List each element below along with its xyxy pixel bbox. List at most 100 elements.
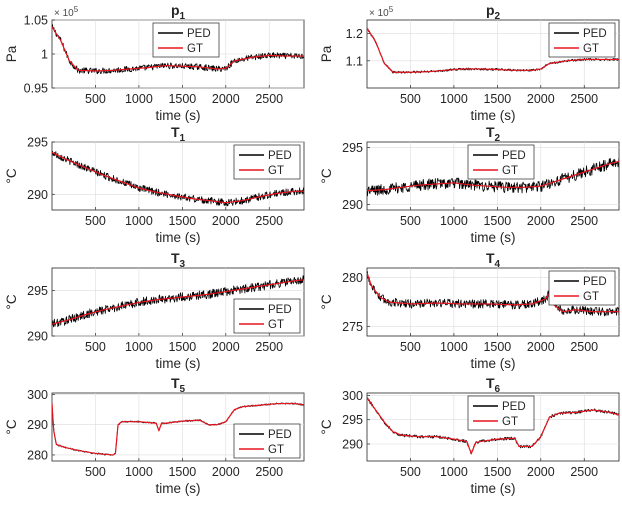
y-tick-label: 1.1: [346, 54, 363, 68]
x-tick-label: 2000: [212, 214, 240, 228]
x-tick-label: 1000: [440, 92, 468, 106]
axis-exponent: × 105: [369, 5, 394, 19]
x-tick-label: 1000: [125, 340, 153, 354]
legend: PED GT: [548, 270, 616, 306]
x-axis-label: time (s): [471, 481, 516, 496]
x-tick-label: 500: [400, 92, 421, 106]
y-tick-label: 300: [342, 389, 363, 403]
series-line-gt: [52, 279, 304, 325]
y-tick-label: 1: [41, 48, 48, 62]
subplot-t6: 500 1000 1500 2000 2500 290 295 300 T6 time (s) °C…: [319, 375, 620, 496]
x-axis-label: time (s): [471, 108, 516, 123]
legend-box: [233, 298, 301, 334]
x-tick-label: 500: [400, 340, 421, 354]
x-tick-label: 1500: [483, 340, 511, 354]
subplot-p2: 500 1000 1500 2000 2500 1.1 1.2 p2 time (s) Pa × 1…: [319, 2, 620, 123]
subplot-t4: 500 1000 1500 2000 2500 275 280 T4 time (s) °C PED…: [319, 250, 620, 371]
y-tick-label: 295: [27, 284, 48, 298]
x-tick-label: 2500: [570, 465, 598, 479]
y-axis-label: °C: [4, 168, 19, 183]
legend-box: [152, 22, 220, 58]
chart-title: T4: [486, 250, 501, 270]
x-tick-label: 2500: [570, 340, 598, 354]
y-axis-label: Pa: [319, 45, 334, 62]
x-tick-label: 2000: [212, 465, 240, 479]
plot-area: [52, 275, 304, 328]
legend-box: [548, 270, 616, 306]
x-tick-label: 1000: [440, 214, 468, 228]
x-tick-label: 2000: [527, 465, 555, 479]
legend: PED GT: [467, 395, 535, 431]
y-axis-label: °C: [319, 168, 334, 183]
x-tick-label: 2500: [570, 92, 598, 106]
axis-exponent: × 105: [54, 5, 79, 19]
legend-label-ped: PED: [268, 150, 292, 162]
series-line-gt: [52, 151, 304, 204]
x-tick-label: 500: [400, 214, 421, 228]
subplot-p1: 500 1000 1500 2000 2500 0.95 1 1.05 p1 time (s) Pa…: [4, 2, 305, 123]
y-axis-label: °C: [4, 294, 19, 309]
x-tick-label: 1000: [125, 465, 153, 479]
y-tick-label: 0.95: [24, 82, 48, 96]
plot-area: [52, 24, 304, 75]
y-axis-label: °C: [4, 419, 19, 434]
y-axis-label: °C: [319, 419, 334, 434]
x-tick-label: 1500: [168, 92, 196, 106]
y-tick-label: 280: [27, 448, 48, 462]
subplot-t3: 500 1000 1500 2000 2500 290 295 T3 time (s) °C PED…: [4, 250, 305, 371]
y-tick-label: 295: [342, 141, 363, 155]
y-axis-label: Pa: [4, 45, 19, 62]
plot-area: [367, 27, 619, 74]
series-line-gt: [52, 402, 304, 456]
chart-title: T6: [486, 375, 501, 395]
y-axis-label: °C: [319, 294, 334, 309]
x-tick-label: 1500: [483, 92, 511, 106]
y-tick-label: 290: [342, 198, 363, 212]
legend-box: [467, 144, 535, 180]
y-tick-label: 1.2: [346, 27, 363, 41]
legend-box: [548, 22, 616, 58]
x-tick-label: 2000: [212, 340, 240, 354]
series-line-gt: [367, 397, 619, 455]
legend: PED GT: [233, 298, 301, 334]
legend-label-ped: PED: [583, 276, 607, 288]
subplot-t1: 500 1000 1500 2000 2500 290 295 T1 time (s) °C PED…: [4, 124, 305, 245]
x-tick-label: 1500: [483, 465, 511, 479]
x-tick-label: 1500: [168, 340, 196, 354]
x-tick-label: 2500: [255, 214, 283, 228]
y-tick-label: 295: [27, 136, 48, 150]
x-axis-label: time (s): [471, 356, 516, 371]
x-tick-label: 2000: [527, 340, 555, 354]
legend-label-gt: GT: [268, 319, 284, 331]
x-tick-label: 2500: [255, 92, 283, 106]
x-tick-label: 2000: [527, 214, 555, 228]
x-tick-label: 500: [85, 465, 106, 479]
chart-title: T2: [486, 124, 501, 144]
plot-area: [367, 270, 619, 317]
legend-label-ped: PED: [187, 28, 211, 40]
series-line-gt: [367, 272, 619, 313]
chart-title: p2: [486, 2, 501, 22]
x-axis-label: time (s): [156, 481, 201, 496]
legend-label-ped: PED: [502, 150, 526, 162]
subplot-t5: 500 1000 1500 2000 2500 280 290 300 T5 time (s) °C…: [4, 375, 305, 496]
plot-area: [367, 158, 619, 197]
y-tick-label: 300: [27, 388, 48, 402]
legend-label-gt: GT: [502, 416, 518, 428]
x-tick-label: 2500: [255, 465, 283, 479]
legend: PED GT: [548, 22, 616, 58]
x-tick-label: 1000: [440, 465, 468, 479]
x-tick-label: 1500: [168, 214, 196, 228]
legend-label-ped: PED: [502, 401, 526, 413]
legend-label-ped: PED: [583, 28, 607, 40]
legend-label-gt: GT: [268, 444, 284, 456]
legend-box: [233, 144, 301, 180]
x-tick-label: 500: [85, 92, 106, 106]
x-tick-label: 1500: [483, 214, 511, 228]
x-tick-label: 1000: [440, 340, 468, 354]
x-tick-label: 2500: [570, 214, 598, 228]
series-line-gt: [367, 27, 619, 73]
plot-area: [367, 397, 619, 455]
subplot-t2: 500 1000 1500 2000 2500 290 295 T2 time (s) °C PED…: [319, 124, 620, 245]
